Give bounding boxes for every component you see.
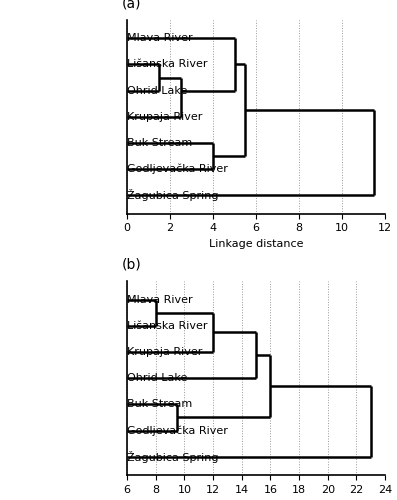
Text: (b): (b) xyxy=(122,258,142,272)
Text: Mlava River: Mlava River xyxy=(127,34,193,43)
Text: Lišanska River: Lišanska River xyxy=(127,60,208,70)
Text: Buk Stream: Buk Stream xyxy=(127,400,192,409)
Text: Mlava River: Mlava River xyxy=(127,294,193,304)
Text: Lišanska River: Lišanska River xyxy=(127,321,208,331)
X-axis label: Linkage distance: Linkage distance xyxy=(209,239,303,249)
Text: Žagubica Spring: Žagubica Spring xyxy=(127,190,218,202)
Text: (a): (a) xyxy=(122,0,141,10)
Text: Godljevačka River: Godljevačka River xyxy=(127,426,228,436)
Text: Žagubica Spring: Žagubica Spring xyxy=(127,450,218,462)
Text: Ohrid Lake: Ohrid Lake xyxy=(127,86,187,96)
Text: Ohrid Lake: Ohrid Lake xyxy=(127,373,187,383)
Text: Godljevačka River: Godljevačka River xyxy=(127,164,228,174)
Text: Krupaja River: Krupaja River xyxy=(127,347,202,357)
Text: Buk Stream: Buk Stream xyxy=(127,138,192,148)
Text: Krupaja River: Krupaja River xyxy=(127,112,202,122)
